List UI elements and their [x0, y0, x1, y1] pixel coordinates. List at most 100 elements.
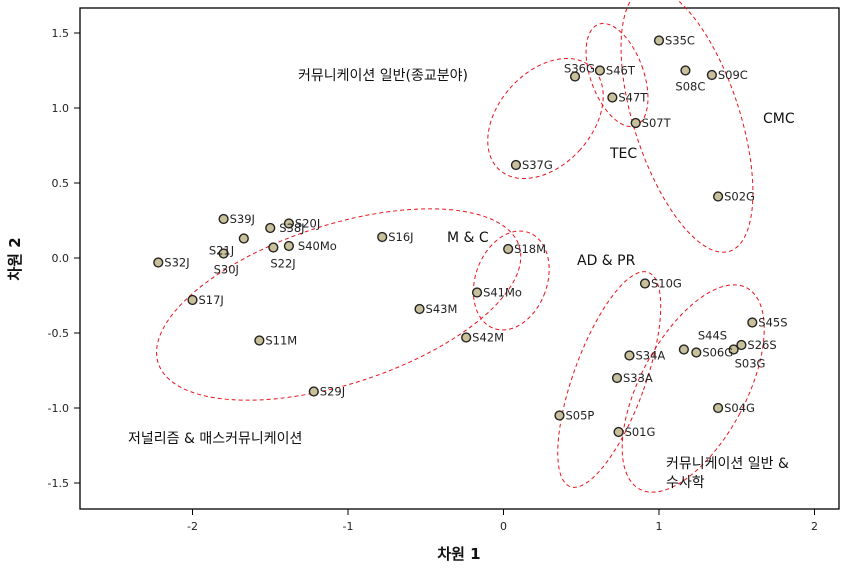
x-tick-label: 2 [811, 520, 818, 533]
point-label: S44S [698, 329, 727, 343]
point-label: S20J [295, 217, 320, 231]
point-label: S18M [514, 242, 546, 256]
y-tick-label: 1.0 [52, 102, 70, 115]
point-label: S41Mo [483, 286, 522, 300]
y-axis-title: 차원 2 [6, 237, 24, 280]
point-label: S36G [564, 62, 595, 76]
point-label: S30J [214, 263, 239, 277]
data-point [187, 294, 198, 306]
point-label: S07T [642, 116, 672, 130]
data-point [712, 191, 724, 202]
plot-frame [79, 7, 840, 510]
x-tick-label: 0 [500, 520, 507, 533]
data-point [607, 92, 618, 103]
cluster-label-cmc: CMC [763, 111, 795, 127]
y-axis: -1.5 -1.0 -0.5 0.0 0.5 1.0 1.5 [48, 27, 80, 490]
point-label: S32J [164, 256, 189, 270]
data-point [630, 117, 641, 129]
point-label: S08C [675, 80, 705, 94]
data-point [554, 410, 565, 421]
cluster-label-general-rhetoric: 커뮤니케이션 일반 & 수사학 [666, 456, 793, 491]
data-point [624, 350, 635, 361]
cluster-label-journalism: 저널리즘 & 매스커뮤니케이션 [128, 431, 302, 447]
point-label: S09C [718, 68, 748, 82]
data-point [238, 233, 249, 244]
point-label: S21J [209, 244, 234, 258]
data-point [510, 159, 522, 171]
data-point [268, 242, 279, 253]
cluster-label-religion: 커뮤니케이션 일반(종교분야) [298, 68, 468, 84]
cluster-label-adpr: AD & PR [577, 253, 636, 269]
cluster-label-general-rhetoric-line1: 커뮤니케이션 일반 & [666, 456, 789, 472]
y-tick-label: -1.5 [48, 477, 69, 490]
data-point [706, 69, 717, 81]
point-label: S29J [320, 385, 345, 399]
data-point [308, 386, 319, 397]
cluster-ellipse [156, 208, 522, 401]
point-label: S02G [724, 190, 755, 204]
data-point [218, 248, 229, 259]
data-point [283, 218, 295, 229]
data-point [265, 222, 276, 234]
data-point [414, 303, 425, 315]
data-point [283, 240, 295, 252]
data-point [736, 339, 747, 351]
point-label: S37G [522, 158, 553, 172]
cluster-label-tec: TEC [609, 146, 637, 162]
point-label: S42M [472, 331, 504, 345]
data-point [254, 335, 265, 346]
point-label: S33A [623, 371, 653, 385]
point-label: S03G [735, 357, 766, 371]
data-point [691, 347, 702, 358]
point-label: S05P [565, 409, 594, 423]
data-point [569, 71, 581, 82]
data-point [377, 231, 388, 243]
point-label: S46T [606, 64, 636, 78]
point-label: S39J [230, 212, 255, 226]
data-point [471, 287, 483, 298]
data-point [728, 344, 739, 355]
data-point [639, 278, 651, 289]
point-label: S38J [279, 221, 304, 235]
point-label: S43M [426, 302, 458, 316]
y-tick-label: -1.0 [48, 402, 69, 415]
point-label: S35C [665, 34, 695, 48]
point-label: S11M [265, 334, 297, 348]
point-label: S01G [625, 425, 656, 439]
y-tick-label: 0.5 [52, 177, 70, 190]
data-point [653, 35, 665, 46]
y-tick-label: 0.0 [52, 252, 70, 265]
y-tick-label: -0.5 [48, 327, 69, 340]
data-point [218, 213, 229, 225]
data-point [747, 317, 758, 328]
point-label: S40Mo [298, 239, 337, 253]
point-label: S47T [618, 91, 648, 105]
x-tick-label: 1 [656, 520, 663, 533]
cluster-ellipse [487, 57, 604, 180]
data-point [153, 257, 164, 268]
point-label: S22J [270, 257, 295, 271]
x-axis-title: 차원 1 [437, 545, 480, 563]
point-labels: S35C S36G S46T S08C S09C S47T S07T S37G S02G S39J… [164, 34, 787, 440]
point-label: S16J [388, 230, 413, 244]
data-point [594, 65, 606, 76]
cluster-ellipse [472, 230, 550, 331]
x-axis: -2 -1 0 1 2 [187, 509, 818, 533]
point-label: S10G [651, 277, 682, 291]
point-label: S04G [724, 401, 755, 415]
cluster-label-general-rhetoric-line2: 수사학 [666, 475, 705, 491]
data-points [153, 35, 758, 438]
data-point [503, 243, 514, 255]
point-label: S45S [758, 316, 787, 330]
data-point [461, 332, 472, 343]
point-label: S17J [199, 293, 224, 307]
cluster-ellipse [621, 284, 765, 493]
data-point [613, 426, 624, 438]
point-label: S06G [702, 346, 733, 360]
data-point [611, 372, 623, 384]
x-tick-label: -1 [343, 520, 354, 533]
cluster-label-mc: M & C [447, 230, 489, 246]
data-point [678, 344, 689, 355]
data-point [712, 402, 724, 414]
